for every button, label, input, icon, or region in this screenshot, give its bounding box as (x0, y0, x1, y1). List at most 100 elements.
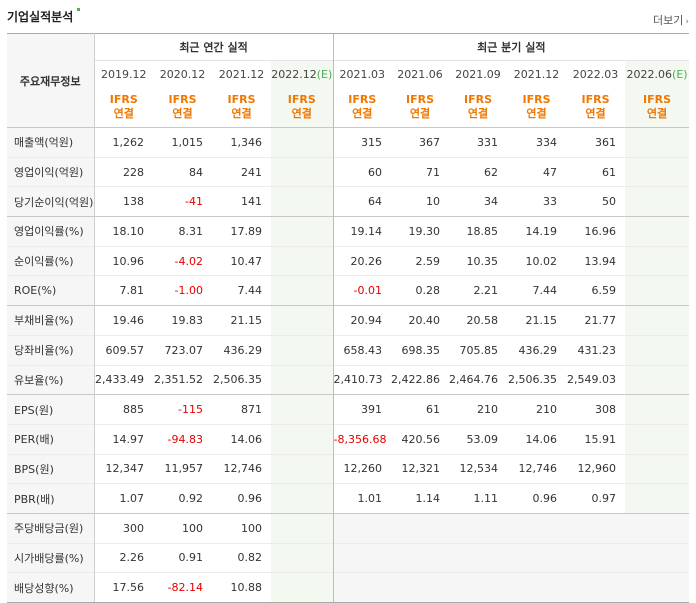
row-label: 영업이익(억원) (7, 156, 95, 187)
table-cell: 61 (391, 394, 450, 425)
table-cell: 21.77 (566, 305, 626, 336)
table-cell: 13.94 (566, 245, 626, 276)
ifrs-label: IFRS 연결 (271, 87, 334, 128)
table-cell: 84 (153, 156, 212, 187)
table-row: 유보율(%) 2,433.49 2,351.52 2,506.35 2,410.73 2,… (7, 364, 690, 395)
table-cell (271, 542, 334, 573)
table-cell: 210 (507, 394, 567, 425)
more-link[interactable]: 더보기 › (653, 12, 689, 28)
ifrs-standard: IFRS (109, 93, 138, 106)
row-label: 시가배당률(%) (7, 542, 95, 573)
estimate-badge: (E) (316, 67, 333, 81)
table-cell: 12,746 (212, 453, 271, 484)
table-cell (625, 512, 690, 544)
table-cell: 723.07 (153, 334, 212, 365)
table-row: 매출액(억원) 1,262 1,015 1,346 315 367 331 334 361 (7, 127, 690, 158)
table-cell: 2,422.86 (391, 364, 450, 395)
table-cell (507, 572, 567, 603)
table-cell: 1.07 (94, 483, 153, 514)
table-row: 영업이익(억원) 228 84 241 60 71 62 47 61 (7, 156, 690, 187)
table-cell (271, 394, 334, 425)
table-cell: 50 (566, 186, 626, 217)
table-cell: 0.91 (153, 542, 212, 573)
table-cell: 871 (212, 394, 271, 425)
table-cell (449, 542, 508, 573)
table-cell: -4.02 (153, 245, 212, 276)
table-row: 주당배당금(원) 300 100 100 (7, 512, 690, 544)
ifrs-standard: IFRS (522, 93, 551, 106)
ifrs-standard: IFRS (168, 93, 197, 106)
table-cell: 2.26 (94, 542, 153, 573)
period-date: 2022.06 (626, 67, 673, 81)
table-row: EPS(원) 885 -115 871 391 61 210 210 308 (7, 394, 690, 425)
table-row: BPS(원) 12,347 11,957 12,746 12,260 12,321 12,5… (7, 453, 690, 484)
table-cell: 141 (212, 186, 271, 217)
ifrs-label: IFRS 연결 (625, 87, 690, 128)
table-cell: 2.59 (391, 245, 450, 276)
ifrs-label: IFRS 연결 (153, 87, 212, 128)
table-cell (625, 542, 690, 573)
table-cell: 47 (507, 156, 567, 187)
table-cell: 53.09 (449, 423, 508, 455)
table-cell: 20.40 (391, 305, 450, 336)
table-cell: 658.43 (332, 334, 392, 365)
row-label: PER(배) (7, 423, 95, 455)
table-cell (625, 156, 690, 187)
ifrs-label: IFRS 연결 (507, 87, 566, 128)
ifrs-standard: IFRS (464, 93, 493, 106)
table-cell: 0.28 (391, 275, 450, 306)
table-cell: 2.21 (449, 275, 508, 306)
ifrs-consolidated: 연결 (585, 107, 606, 120)
financial-table: 주요재무정보 최근 연간 실적 최근 분기 실적 2019.12 2020.12 2021… (7, 33, 690, 603)
table-cell (271, 512, 334, 544)
ifrs-label: IFRS 연결 (332, 87, 392, 128)
table-cell (271, 305, 334, 336)
table-cell (271, 572, 334, 603)
table-cell: 12,746 (507, 453, 567, 484)
more-label: 더보기 (653, 14, 684, 27)
ifrs-consolidated: 연결 (231, 107, 252, 120)
period-date: 2021.06 (397, 67, 443, 81)
table-cell: 2,506.35 (507, 364, 567, 395)
period-header: 2022.06(E) (625, 60, 690, 87)
table-cell: -82.14 (153, 572, 212, 603)
table-cell (391, 572, 450, 603)
table-cell: 21.15 (507, 305, 567, 336)
row-label: EPS(원) (7, 394, 95, 425)
table-cell: 7.44 (212, 275, 271, 306)
table-cell: 2,464.76 (449, 364, 508, 395)
table-cell: 14.06 (507, 423, 567, 455)
table-row: 영업이익률(%) 18.10 8.31 17.89 19.14 19.30 18.85 14.… (7, 216, 690, 247)
table-cell (625, 483, 690, 514)
period-header: 2021.06 (391, 60, 450, 87)
row-label: 영업이익률(%) (7, 216, 95, 247)
row-label: 순이익률(%) (7, 245, 95, 276)
period-header: 2022.03 (566, 60, 626, 87)
period-date: 2021.09 (455, 67, 501, 81)
table-cell: 331 (449, 127, 508, 158)
table-cell (625, 334, 690, 365)
table-cell: 10.02 (507, 245, 567, 276)
table-cell: 2,506.35 (212, 364, 271, 395)
table-cell (566, 572, 626, 603)
table-cell: 138 (94, 186, 153, 217)
table-cell: 20.26 (332, 245, 392, 276)
table-cell: -41 (153, 186, 212, 217)
table-cell: 33 (507, 186, 567, 217)
period-header: 2020.12 (153, 60, 212, 87)
period-date: 2020.12 (159, 67, 206, 81)
table-cell: 228 (94, 156, 153, 187)
table-cell: 2,549.03 (566, 364, 626, 395)
table-cell (625, 305, 690, 336)
table-cell (507, 542, 567, 573)
table-cell: 2,433.49 (94, 364, 153, 395)
table-cell: 0.96 (507, 483, 567, 514)
ifrs-consolidated: 연결 (352, 107, 373, 120)
table-cell: 1,015 (153, 127, 212, 158)
table-cell: 20.58 (449, 305, 508, 336)
section-title: 기업실적분석 (7, 8, 80, 25)
ifrs-consolidated: 연결 (172, 107, 193, 120)
table-cell (625, 423, 690, 455)
table-cell (625, 275, 690, 306)
table-cell (625, 245, 690, 276)
